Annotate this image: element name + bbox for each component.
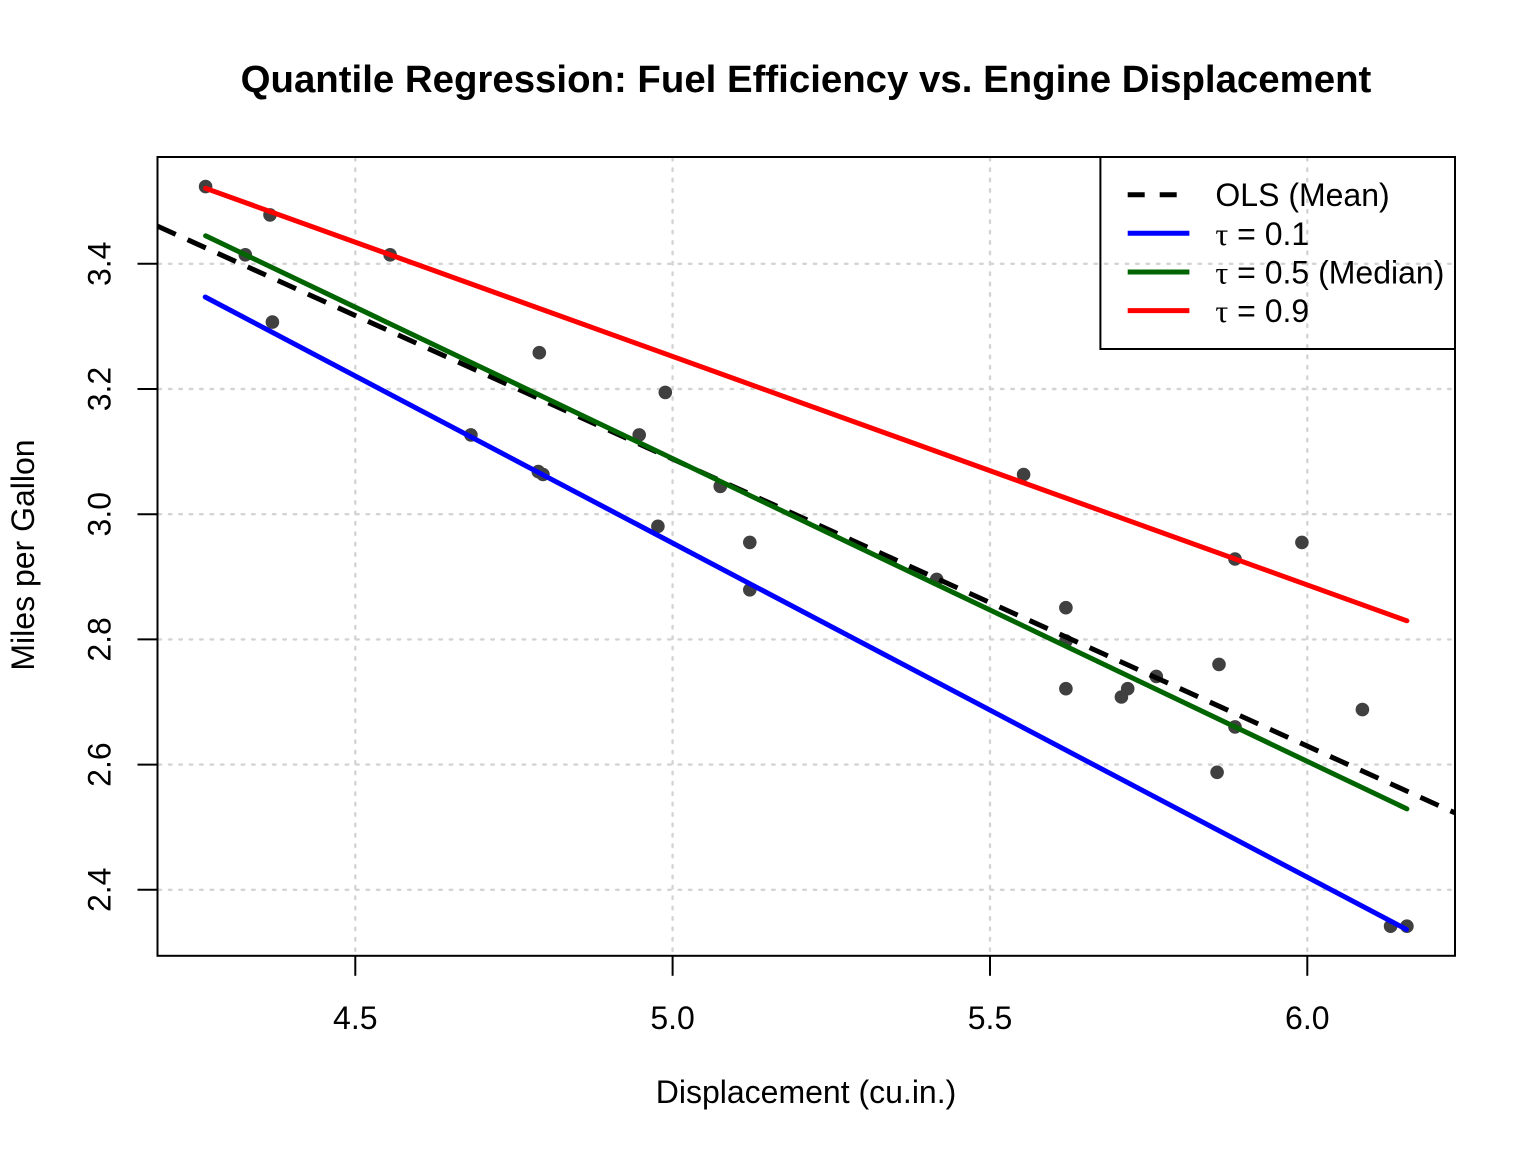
svg-text:2.8: 2.8 — [82, 617, 118, 661]
svg-text:τ = 0.1: τ = 0.1 — [1215, 216, 1309, 252]
svg-text:τ = 0.5 (Median): τ = 0.5 (Median) — [1215, 255, 1444, 291]
svg-text:3.2: 3.2 — [82, 367, 118, 411]
svg-text:3.4: 3.4 — [82, 242, 118, 286]
svg-text:2.6: 2.6 — [82, 742, 118, 786]
svg-text:6.0: 6.0 — [1285, 1000, 1329, 1036]
svg-text:OLS (Mean): OLS (Mean) — [1215, 177, 1389, 213]
svg-text:5.5: 5.5 — [968, 1000, 1012, 1036]
svg-text:Quantile Regression: Fuel Effi: Quantile Regression: Fuel Efficiency vs.… — [241, 58, 1372, 101]
svg-text:3.0: 3.0 — [82, 492, 118, 536]
svg-text:Displacement (cu.in.): Displacement (cu.in.) — [656, 1074, 957, 1110]
svg-text:4.5: 4.5 — [333, 1000, 377, 1036]
svg-text:τ = 0.9: τ = 0.9 — [1215, 293, 1309, 329]
svg-text:5.0: 5.0 — [650, 1000, 694, 1036]
svg-text:2.4: 2.4 — [82, 868, 118, 912]
svg-text:Miles per Gallon: Miles per Gallon — [5, 439, 41, 670]
